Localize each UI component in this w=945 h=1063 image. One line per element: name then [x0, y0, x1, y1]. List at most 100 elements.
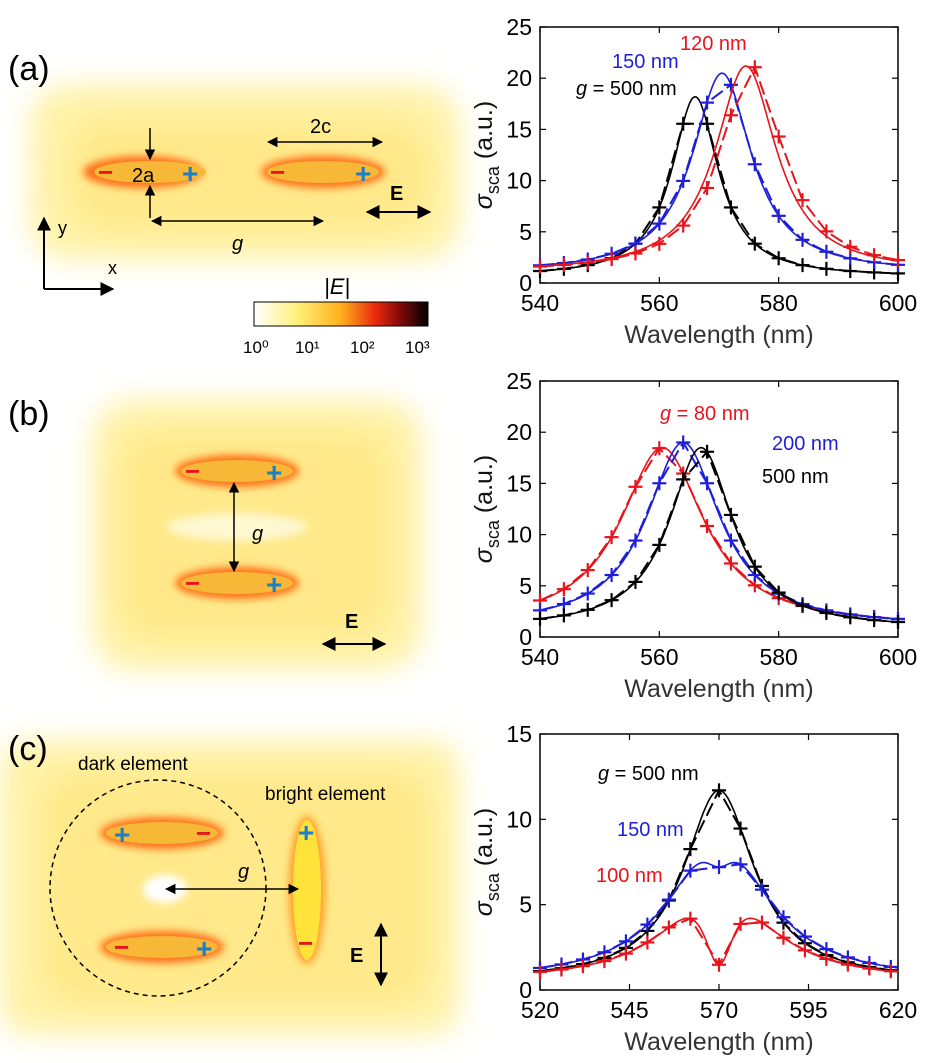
- panel-a-fieldmap: [30, 85, 460, 260]
- y-axis-title: σsca (a.u.): [470, 101, 503, 209]
- data-point-black: [556, 608, 571, 623]
- data-point-red: [840, 957, 855, 972]
- data-point-black: [676, 472, 691, 487]
- data-point-red: [652, 441, 667, 456]
- x-tick-label: 540: [521, 290, 559, 316]
- y-tick-label: 10: [506, 522, 532, 548]
- data-point-red: [580, 255, 595, 270]
- data-point-black: [733, 821, 748, 836]
- data-point-red: [843, 239, 858, 254]
- nanorod-bright: [293, 820, 321, 960]
- data-point-red: [533, 964, 547, 979]
- data-point-red: [712, 957, 726, 972]
- data-point-red: [580, 563, 595, 578]
- y-tick-label: 20: [506, 419, 532, 445]
- plus-charge: +: [355, 158, 371, 189]
- data-point-black: [891, 615, 905, 630]
- plus-charge: +: [266, 457, 282, 488]
- colorbar-tick: 10¹: [295, 338, 320, 357]
- series-label-blue: 200 nm: [772, 433, 839, 455]
- chart-a: 540 560 580 600 0 5 10 15 20 25 Wavelength (nm) σsc…: [470, 14, 917, 349]
- plot-frame: [539, 26, 899, 284]
- series-dashed-black: [539, 788, 891, 973]
- series-dashed-red: [539, 64, 899, 268]
- data-point-red: [700, 180, 715, 195]
- data-point-blue: [683, 863, 698, 878]
- y-tick-label: 25: [506, 368, 532, 394]
- x-tick-label: 600: [879, 290, 917, 316]
- data-point-red: [652, 236, 667, 251]
- colorbar-tick: 10²: [350, 338, 375, 357]
- data-point-red: [867, 248, 882, 263]
- data-point-red: [723, 556, 738, 571]
- data-point-black: [843, 610, 858, 625]
- series-label-blue: 150 nm: [617, 819, 684, 841]
- field-label: E: [390, 183, 403, 205]
- data-point-blue: [723, 77, 738, 92]
- x-tick-label: 620: [879, 997, 917, 1023]
- data-point-blue: [652, 216, 667, 231]
- data-point-blue: [712, 860, 726, 875]
- data-point-black: [700, 116, 715, 131]
- x-tick-label: 580: [759, 644, 797, 670]
- series-dashed-black: [539, 449, 899, 623]
- data-point-black: [723, 200, 738, 215]
- data-point-red: [797, 943, 812, 958]
- x-tick-label: 545: [610, 997, 648, 1023]
- series-dashed-blue: [539, 440, 899, 621]
- x-tick-label: 540: [521, 644, 559, 670]
- data-point-red: [683, 911, 698, 926]
- data-point-red: [628, 479, 643, 494]
- data-point-black: [771, 585, 786, 600]
- y-tick-label: 10: [506, 806, 532, 832]
- panel-c-fieldmap: [0, 740, 460, 1035]
- data-point-blue: [628, 533, 643, 548]
- data-point-blue: [747, 157, 762, 172]
- data-point-black: [771, 251, 786, 266]
- data-point-red: [883, 964, 898, 979]
- data-point-red: [700, 519, 715, 534]
- series-line-black: [539, 446, 899, 623]
- data-point-black: [843, 264, 858, 279]
- series-label-black: 500 nm: [762, 466, 829, 488]
- data-point-black: [652, 200, 667, 215]
- x-tick-label: 560: [640, 290, 678, 316]
- data-point-red: [819, 951, 834, 966]
- nanorod-1: [181, 460, 293, 482]
- data-point-black: [747, 559, 762, 574]
- data-point-blue: [700, 476, 715, 491]
- data-point-black: [712, 783, 726, 798]
- data-point-black: [747, 236, 762, 251]
- gap-label: g: [252, 523, 263, 545]
- data-point-red: [747, 60, 762, 75]
- nanorod-2: [106, 936, 218, 958]
- y-tick-label: 0: [519, 977, 532, 1003]
- data-point-black: [533, 611, 547, 626]
- data-point-red: [640, 935, 655, 950]
- y-tick-label: 0: [519, 270, 532, 296]
- width-label: 2a: [132, 165, 155, 187]
- data-point-red: [554, 962, 569, 977]
- data-point-blue: [795, 232, 810, 247]
- nanorod-1: [106, 822, 218, 844]
- data-point-black: [676, 116, 691, 131]
- y-axis-title: σsca (a.u.): [470, 808, 503, 916]
- data-point-blue: [819, 244, 834, 259]
- data-point-black: [652, 537, 667, 552]
- data-point-red: [776, 930, 791, 945]
- data-point-red: [819, 224, 834, 239]
- panel-b-fieldmap: [92, 400, 422, 670]
- data-point-blue: [771, 208, 786, 223]
- data-point-blue: [723, 533, 738, 548]
- data-point-red: [575, 959, 590, 974]
- y-tick-label: 20: [506, 65, 532, 91]
- minus-charge: −: [185, 456, 200, 486]
- minus-charge: −: [185, 568, 200, 598]
- series-label-black: g = 500 nm: [598, 763, 699, 785]
- y-tick-label: 25: [506, 14, 532, 40]
- minus-charge: −: [298, 928, 313, 958]
- y-tick-label: 5: [519, 219, 532, 245]
- data-point-red: [676, 218, 691, 233]
- y-tick-label: 5: [519, 892, 532, 918]
- data-point-blue: [700, 95, 715, 110]
